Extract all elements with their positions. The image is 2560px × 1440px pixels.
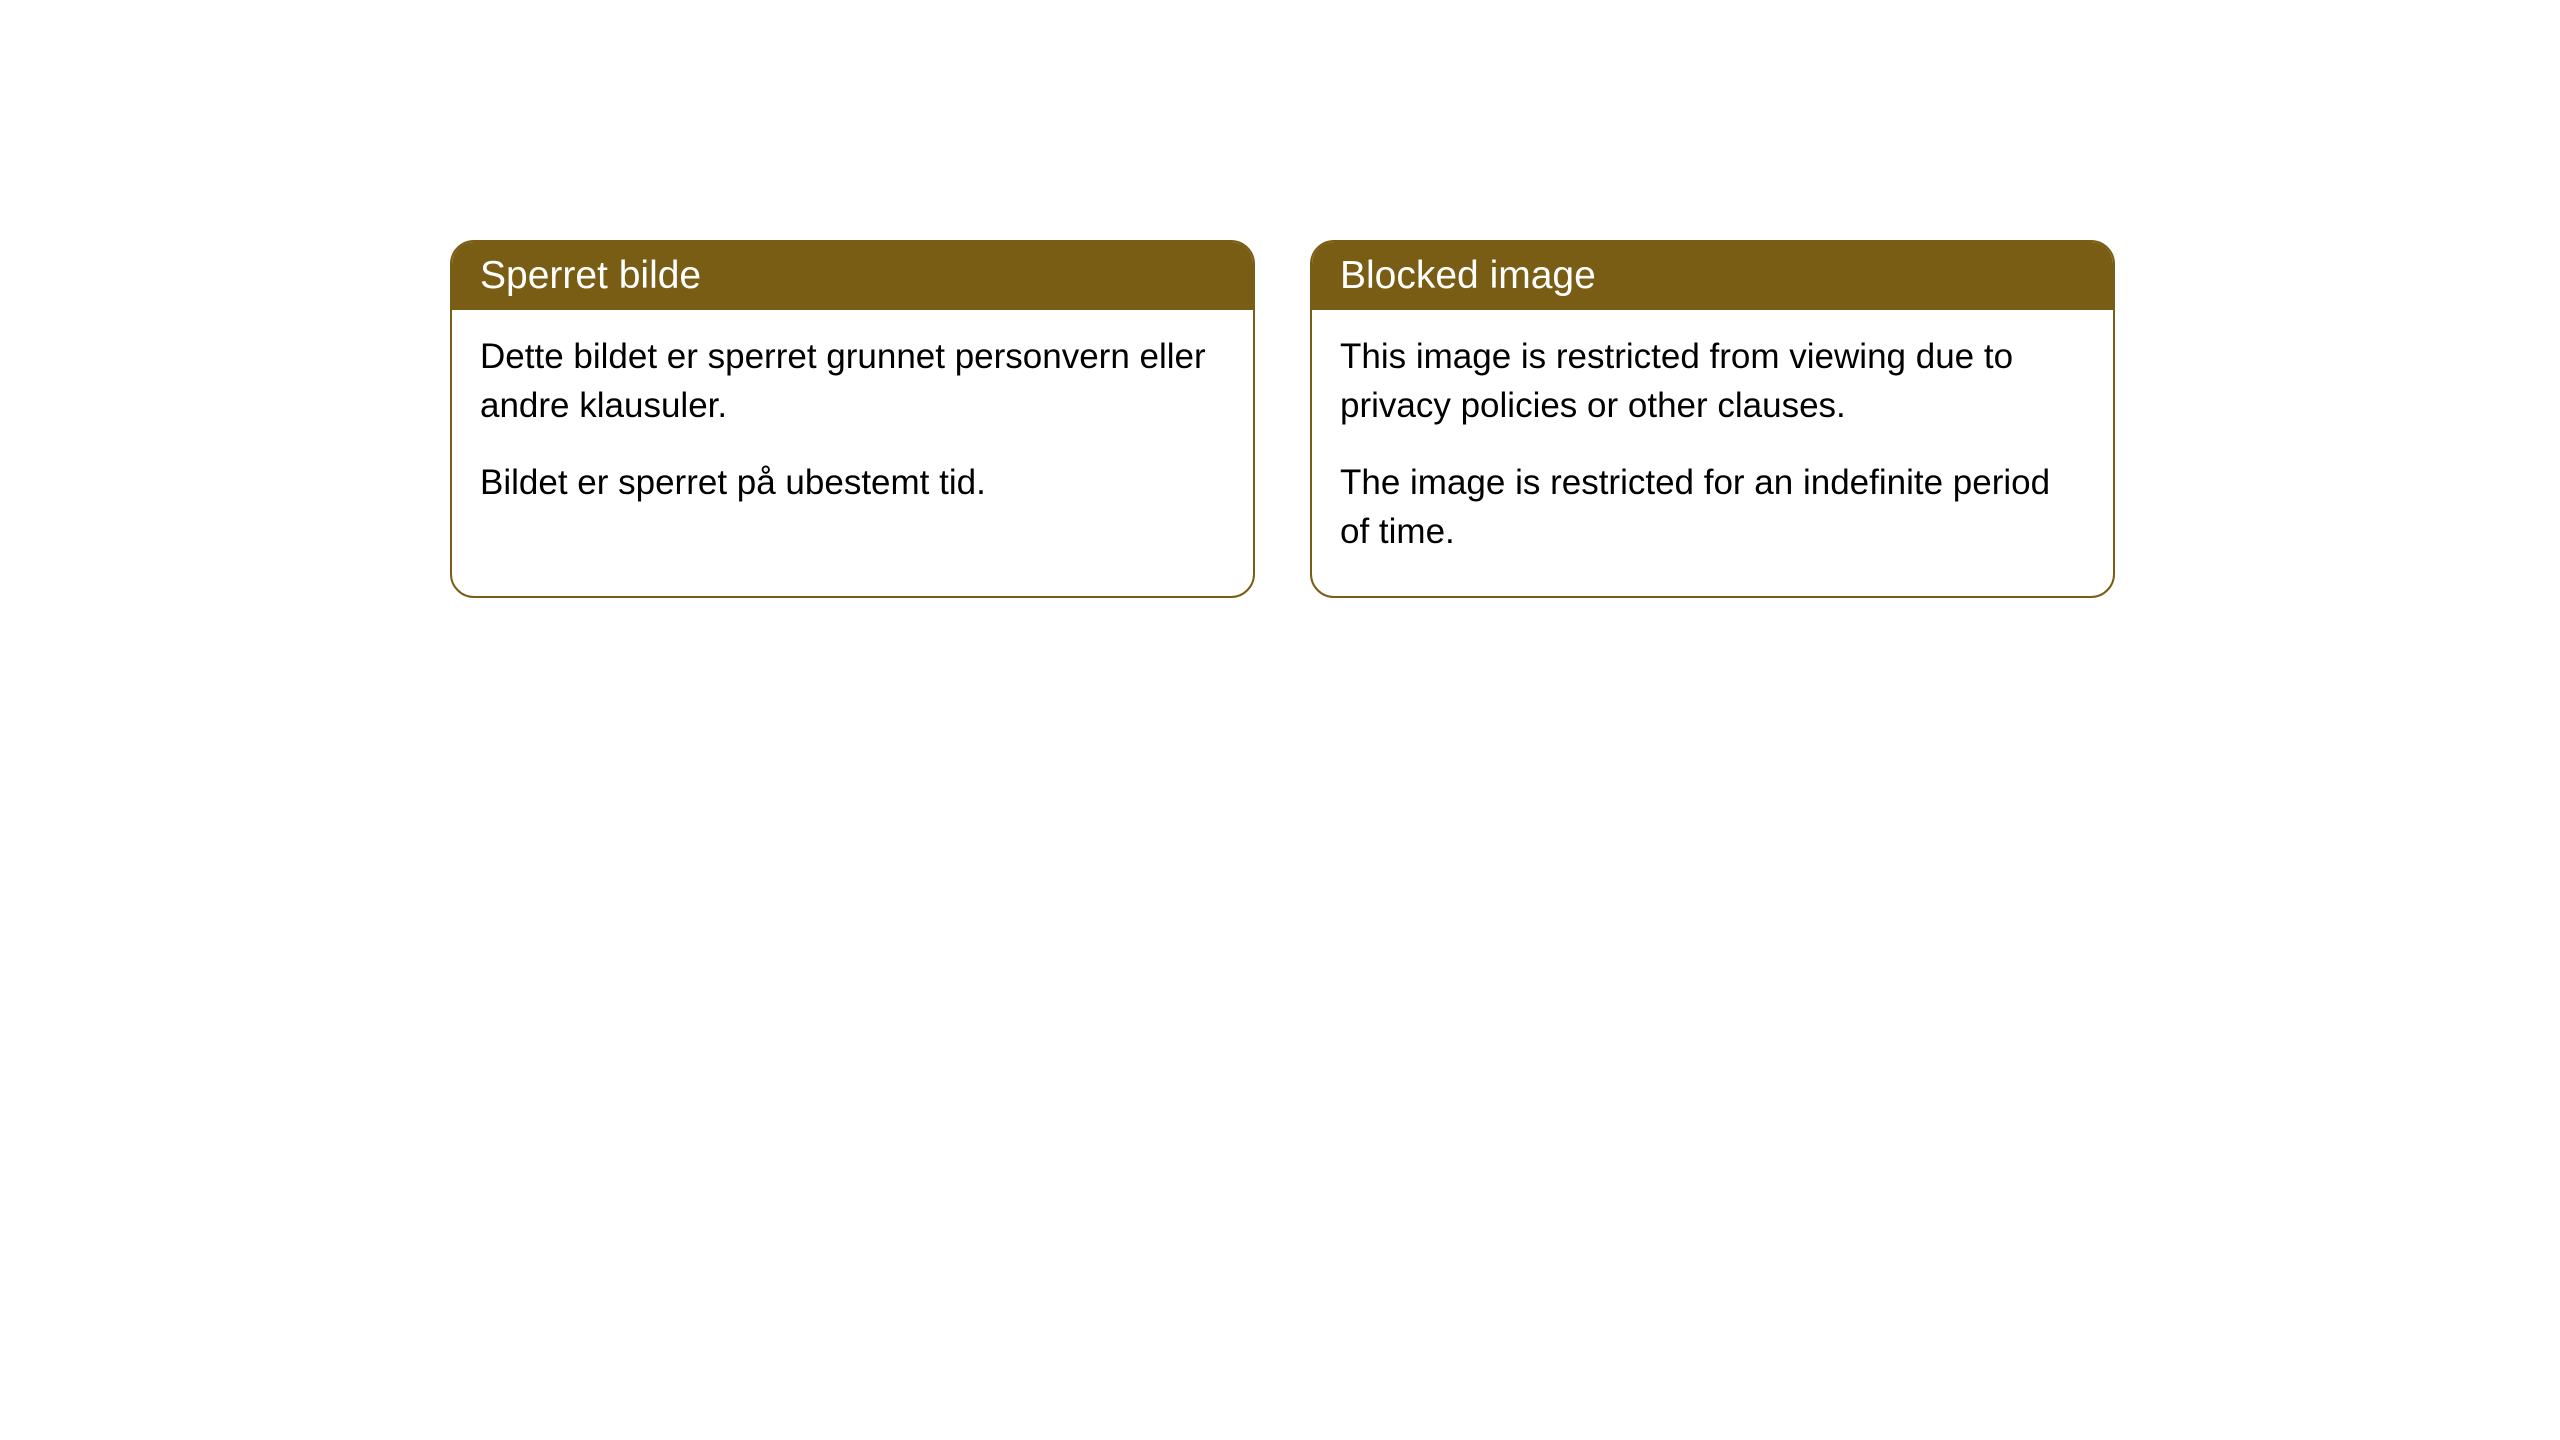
notice-paragraph-2: The image is restricted for an indefinit…	[1340, 458, 2085, 556]
notice-paragraph-1: This image is restricted from viewing du…	[1340, 332, 2085, 430]
notice-card-english: Blocked image This image is restricted f…	[1310, 240, 2115, 598]
notice-header: Blocked image	[1312, 242, 2113, 310]
notice-body: Dette bildet er sperret grunnet personve…	[452, 310, 1253, 547]
notice-paragraph-2: Bildet er sperret på ubestemt tid.	[480, 458, 1225, 507]
notice-cards-container: Sperret bilde Dette bildet er sperret gr…	[450, 240, 2115, 598]
notice-paragraph-1: Dette bildet er sperret grunnet personve…	[480, 332, 1225, 430]
notice-body: This image is restricted from viewing du…	[1312, 310, 2113, 596]
notice-card-norwegian: Sperret bilde Dette bildet er sperret gr…	[450, 240, 1255, 598]
notice-header: Sperret bilde	[452, 242, 1253, 310]
